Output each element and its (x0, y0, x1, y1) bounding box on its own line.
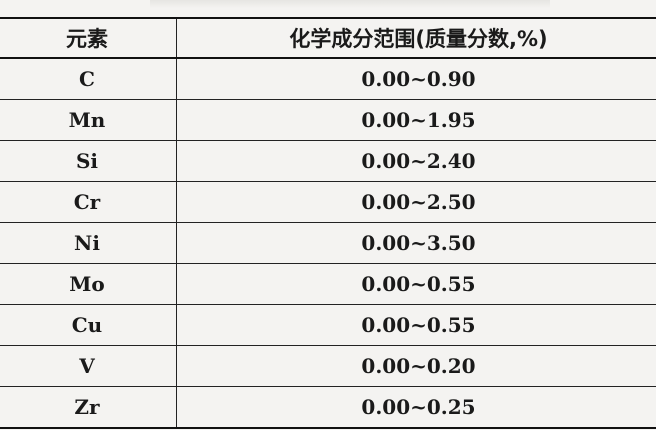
table-row: Si 0.00~2.40 (0, 140, 656, 182)
composition-table: 元素 化学成分范围(质量分数,%) C 0.00~0.90 Mn 0.00~1.95 S… (0, 17, 656, 429)
table-row: C 0.00~0.90 (0, 58, 656, 100)
range-cell: 0.00~0.25 (176, 386, 656, 429)
range-cell: 0.00~0.20 (176, 345, 656, 387)
element-cell: Mn (0, 99, 177, 141)
element-cell: Cu (0, 304, 177, 346)
range-cell: 0.00~0.55 (176, 263, 656, 305)
table-row: Ni 0.00~3.50 (0, 222, 656, 264)
table-row: Mn 0.00~1.95 (0, 99, 656, 141)
element-cell: Cr (0, 181, 177, 223)
element-cell: Mo (0, 263, 177, 305)
header-row: 元素 化学成分范围(质量分数,%) (0, 18, 656, 59)
element-cell: V (0, 345, 177, 387)
table-row: Zr 0.00~0.25 (0, 386, 656, 429)
range-cell: 0.00~3.50 (176, 222, 656, 264)
table-row: Cu 0.00~0.55 (0, 304, 656, 346)
element-cell: Ni (0, 222, 177, 264)
cropped-caption-strip (150, 0, 550, 8)
range-cell: 0.00~2.50 (176, 181, 656, 223)
range-cell: 0.00~0.90 (176, 58, 656, 100)
header-composition-range: 化学成分范围(质量分数,%) (176, 18, 656, 59)
range-cell: 0.00~2.40 (176, 140, 656, 182)
element-cell: Si (0, 140, 177, 182)
table-row: Cr 0.00~2.50 (0, 181, 656, 223)
element-cell: C (0, 58, 177, 100)
element-cell: Zr (0, 386, 177, 429)
range-cell: 0.00~0.55 (176, 304, 656, 346)
table-row: V 0.00~0.20 (0, 345, 656, 387)
range-cell: 0.00~1.95 (176, 99, 656, 141)
table-row: Mo 0.00~0.55 (0, 263, 656, 305)
header-element: 元素 (0, 18, 177, 59)
